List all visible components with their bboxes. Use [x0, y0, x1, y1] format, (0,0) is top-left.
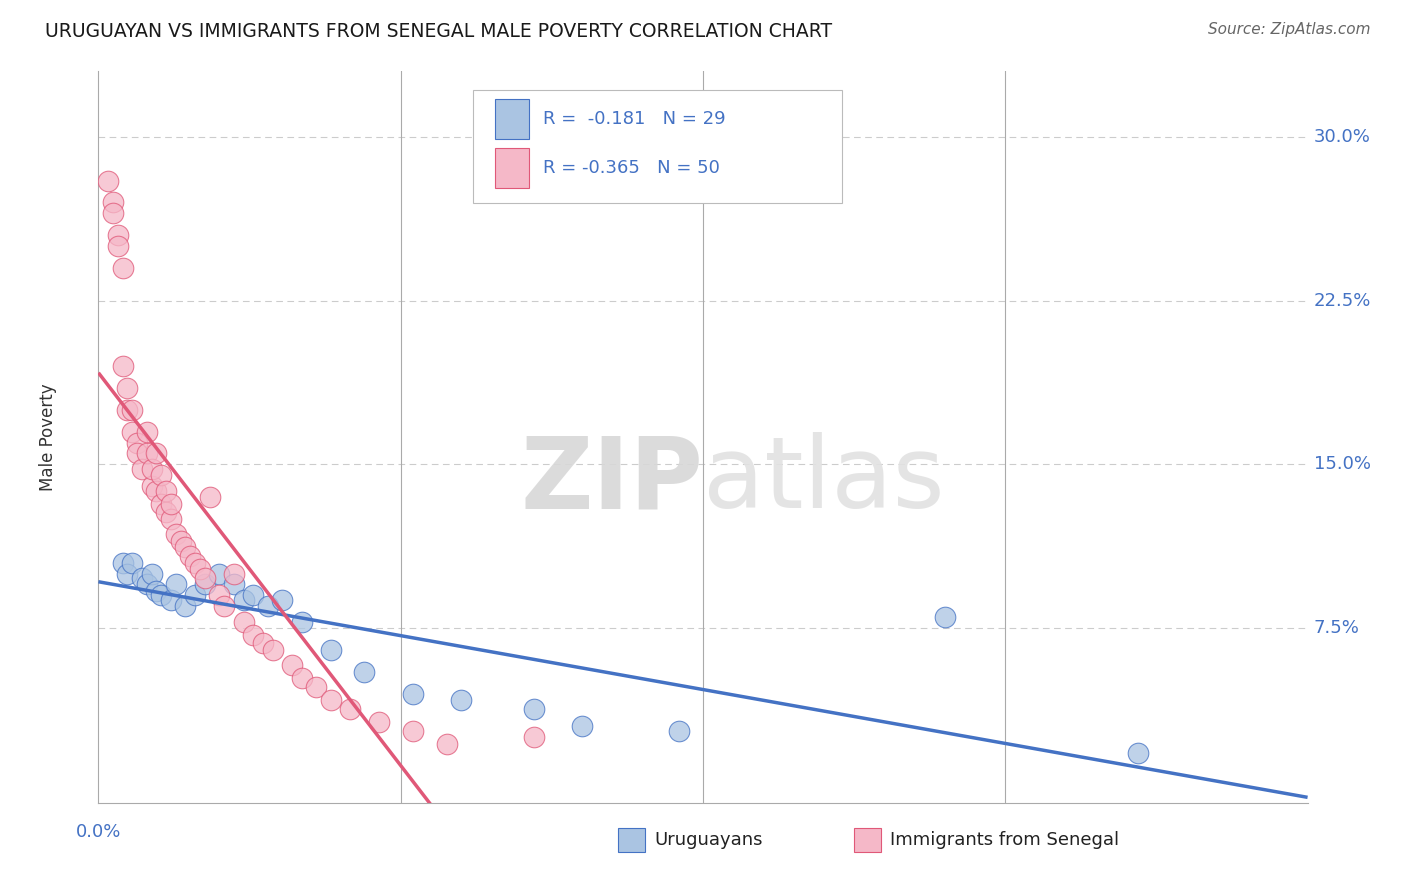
Point [160, 512, 183, 526]
Point [111, 359, 134, 373]
Point [368, 714, 391, 729]
Point [252, 636, 274, 650]
Point [184, 588, 207, 602]
Point [450, 693, 472, 707]
Point [145, 446, 167, 460]
Point [150, 468, 173, 483]
Point [97, 173, 120, 187]
Point [256, 599, 278, 614]
Point [169, 533, 191, 548]
Point [232, 592, 254, 607]
Point [305, 680, 328, 694]
Point [150, 588, 173, 602]
Point [184, 556, 207, 570]
Point [121, 402, 143, 417]
Point [290, 671, 312, 685]
Point [160, 497, 183, 511]
Point [111, 556, 134, 570]
Point [121, 556, 143, 570]
Point [160, 592, 183, 607]
Point [262, 643, 284, 657]
FancyBboxPatch shape [495, 99, 529, 139]
Point [290, 615, 312, 629]
Point [131, 571, 153, 585]
Point [131, 461, 153, 475]
Text: Uruguayans: Uruguayans [655, 831, 763, 849]
FancyBboxPatch shape [855, 829, 880, 852]
Point [1128, 746, 1150, 760]
Text: 15.0%: 15.0% [1313, 456, 1371, 474]
Point [145, 483, 167, 498]
Point [155, 505, 177, 519]
Point [232, 615, 254, 629]
Point [212, 599, 235, 614]
Point [271, 592, 294, 607]
Point [194, 571, 217, 585]
Point [402, 687, 425, 701]
Point [208, 566, 231, 581]
Point [135, 577, 157, 591]
Point [165, 577, 187, 591]
Point [141, 479, 163, 493]
Point [135, 446, 157, 460]
FancyBboxPatch shape [619, 829, 645, 852]
Point [145, 584, 167, 599]
Point [117, 381, 139, 395]
Point [194, 577, 217, 591]
Text: atlas: atlas [703, 433, 945, 530]
Point [222, 566, 245, 581]
Point [436, 737, 458, 751]
Text: 0.0%: 0.0% [76, 823, 121, 841]
Point [101, 206, 124, 220]
Text: 30.0%: 30.0% [1313, 128, 1371, 146]
Point [127, 446, 149, 460]
Text: Male Poverty: Male Poverty [38, 384, 56, 491]
Text: 7.5%: 7.5% [1313, 619, 1360, 637]
Point [101, 195, 124, 210]
Point [174, 599, 197, 614]
Point [571, 719, 593, 733]
Point [179, 549, 201, 563]
Point [523, 731, 546, 745]
Point [339, 702, 361, 716]
Point [208, 588, 231, 602]
Point [117, 402, 139, 417]
Point [155, 483, 177, 498]
Point [222, 577, 245, 591]
Point [934, 610, 956, 624]
Point [242, 588, 264, 602]
Point [668, 723, 690, 738]
Point [281, 658, 304, 673]
Point [141, 566, 163, 581]
Point [402, 723, 425, 738]
Point [150, 497, 173, 511]
Point [121, 425, 143, 439]
Point [107, 239, 129, 253]
Point [198, 490, 221, 504]
Point [319, 693, 342, 707]
Text: R = -0.365   N = 50: R = -0.365 N = 50 [543, 160, 720, 178]
Text: ZIP: ZIP [520, 433, 703, 530]
FancyBboxPatch shape [495, 148, 529, 188]
Point [174, 541, 197, 555]
Point [107, 228, 129, 243]
Point [523, 702, 546, 716]
Text: Source: ZipAtlas.com: Source: ZipAtlas.com [1208, 22, 1371, 37]
Point [242, 628, 264, 642]
Text: Immigrants from Senegal: Immigrants from Senegal [890, 831, 1119, 849]
Text: 22.5%: 22.5% [1313, 292, 1371, 310]
Point [353, 665, 375, 679]
Point [135, 425, 157, 439]
Text: R =  -0.181   N = 29: R = -0.181 N = 29 [543, 111, 725, 128]
Point [117, 566, 139, 581]
Point [165, 527, 187, 541]
Point [111, 260, 134, 275]
Point [319, 643, 342, 657]
Text: URUGUAYAN VS IMMIGRANTS FROM SENEGAL MALE POVERTY CORRELATION CHART: URUGUAYAN VS IMMIGRANTS FROM SENEGAL MAL… [45, 22, 832, 41]
Point [141, 461, 163, 475]
Point [127, 435, 149, 450]
FancyBboxPatch shape [474, 90, 842, 203]
Point [188, 562, 211, 576]
